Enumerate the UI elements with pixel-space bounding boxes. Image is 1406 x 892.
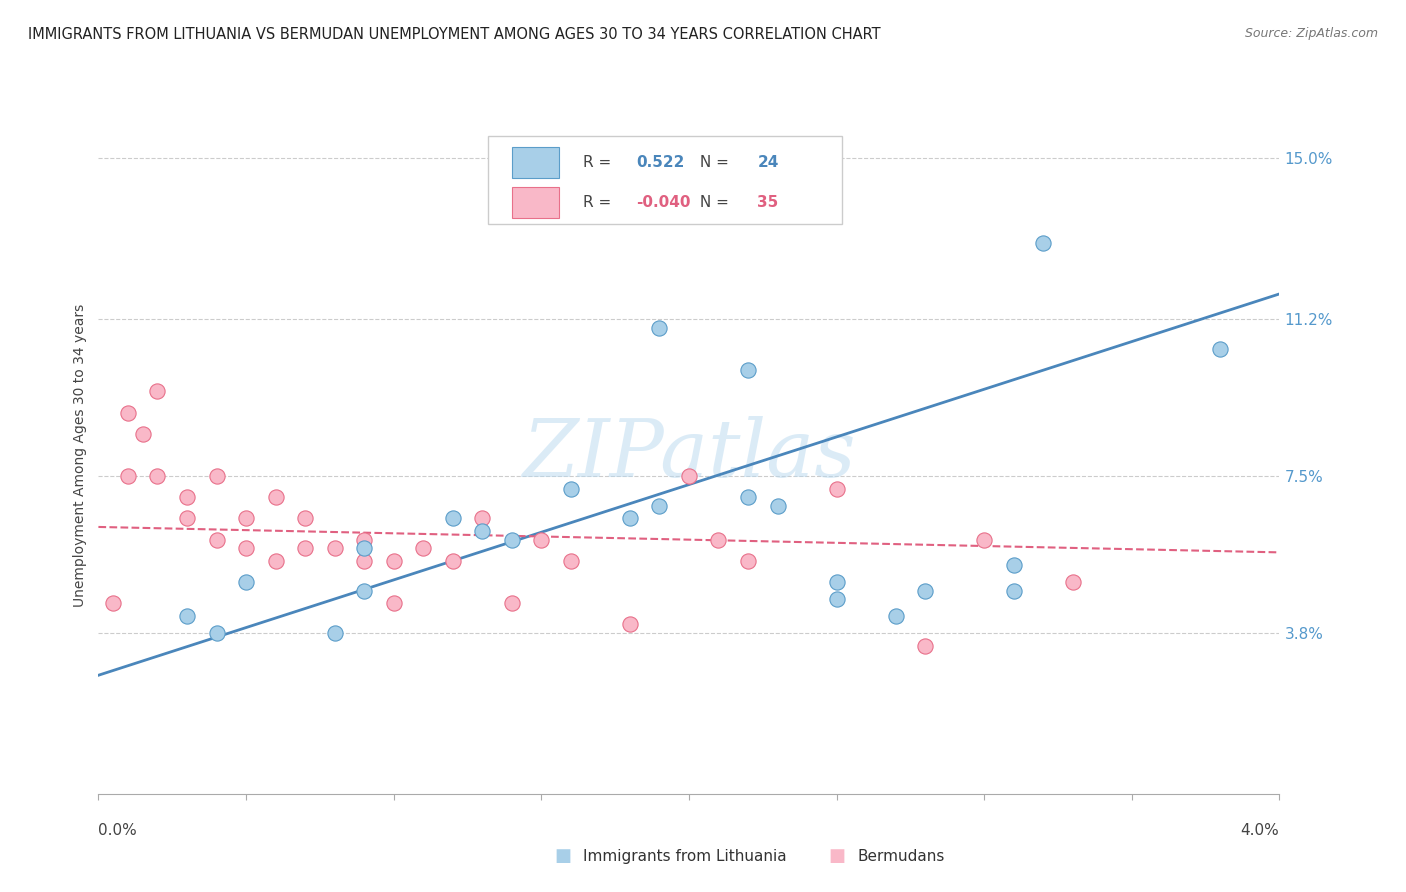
Point bbox=[825, 575, 848, 590]
Point bbox=[117, 406, 139, 420]
Point bbox=[176, 491, 198, 505]
Point bbox=[1002, 558, 1025, 573]
Point bbox=[648, 499, 671, 513]
Text: 4.0%: 4.0% bbox=[1240, 822, 1279, 838]
Point bbox=[441, 511, 464, 525]
Point bbox=[648, 321, 671, 335]
Point bbox=[294, 511, 316, 525]
Point bbox=[176, 511, 198, 525]
Point bbox=[205, 626, 228, 640]
Text: N =: N = bbox=[695, 155, 734, 170]
Point bbox=[501, 596, 523, 610]
Point bbox=[353, 533, 375, 547]
Text: 24: 24 bbox=[758, 155, 779, 170]
Point bbox=[678, 469, 700, 483]
Point bbox=[471, 511, 494, 525]
Text: -0.040: -0.040 bbox=[636, 194, 690, 210]
Point bbox=[914, 583, 936, 598]
Point bbox=[619, 617, 641, 632]
Point bbox=[914, 639, 936, 653]
Point bbox=[412, 541, 434, 555]
Text: ■: ■ bbox=[828, 847, 845, 865]
Point bbox=[235, 541, 257, 555]
Point bbox=[973, 533, 995, 547]
Text: Source: ZipAtlas.com: Source: ZipAtlas.com bbox=[1244, 27, 1378, 40]
Point bbox=[323, 626, 346, 640]
Text: 0.522: 0.522 bbox=[636, 155, 685, 170]
Point bbox=[103, 596, 125, 610]
Point bbox=[884, 609, 907, 624]
Point bbox=[737, 554, 759, 568]
Text: Immigrants from Lithuania: Immigrants from Lithuania bbox=[583, 849, 787, 863]
Point bbox=[132, 426, 155, 441]
Point bbox=[294, 541, 316, 555]
Point bbox=[825, 592, 848, 607]
Point bbox=[1062, 575, 1084, 590]
Point bbox=[530, 533, 553, 547]
Point bbox=[560, 482, 582, 496]
Y-axis label: Unemployment Among Ages 30 to 34 years: Unemployment Among Ages 30 to 34 years bbox=[73, 303, 87, 607]
Point bbox=[323, 541, 346, 555]
Text: IMMIGRANTS FROM LITHUANIA VS BERMUDAN UNEMPLOYMENT AMONG AGES 30 TO 34 YEARS COR: IMMIGRANTS FROM LITHUANIA VS BERMUDAN UN… bbox=[28, 27, 880, 42]
Text: R =: R = bbox=[582, 155, 616, 170]
Bar bbox=[512, 187, 560, 218]
Point bbox=[264, 554, 287, 568]
Point bbox=[146, 469, 169, 483]
Point bbox=[353, 554, 375, 568]
Point bbox=[235, 511, 257, 525]
Text: N =: N = bbox=[695, 194, 734, 210]
Point bbox=[176, 609, 198, 624]
Text: 0.0%: 0.0% bbox=[98, 822, 138, 838]
Point bbox=[737, 363, 759, 377]
Text: R =: R = bbox=[582, 194, 616, 210]
Point bbox=[205, 469, 228, 483]
Text: 35: 35 bbox=[758, 194, 779, 210]
Point bbox=[382, 554, 405, 568]
Point bbox=[205, 533, 228, 547]
Point bbox=[471, 524, 494, 539]
Bar bbox=[512, 147, 560, 178]
Point bbox=[766, 499, 789, 513]
Point bbox=[737, 491, 759, 505]
Point bbox=[235, 575, 257, 590]
Point bbox=[353, 541, 375, 555]
Text: ZIPatlas: ZIPatlas bbox=[522, 417, 856, 493]
Bar bbox=[488, 136, 842, 225]
Point bbox=[382, 596, 405, 610]
Point bbox=[560, 554, 582, 568]
Point bbox=[117, 469, 139, 483]
Point bbox=[146, 384, 169, 399]
Text: ■: ■ bbox=[554, 847, 571, 865]
Point bbox=[619, 511, 641, 525]
Point bbox=[1032, 236, 1054, 251]
Point bbox=[441, 554, 464, 568]
Text: Bermudans: Bermudans bbox=[858, 849, 945, 863]
Point bbox=[707, 533, 730, 547]
Point bbox=[1209, 342, 1232, 356]
Point bbox=[825, 482, 848, 496]
Point bbox=[353, 583, 375, 598]
Point bbox=[1002, 583, 1025, 598]
Point bbox=[264, 491, 287, 505]
Point bbox=[501, 533, 523, 547]
